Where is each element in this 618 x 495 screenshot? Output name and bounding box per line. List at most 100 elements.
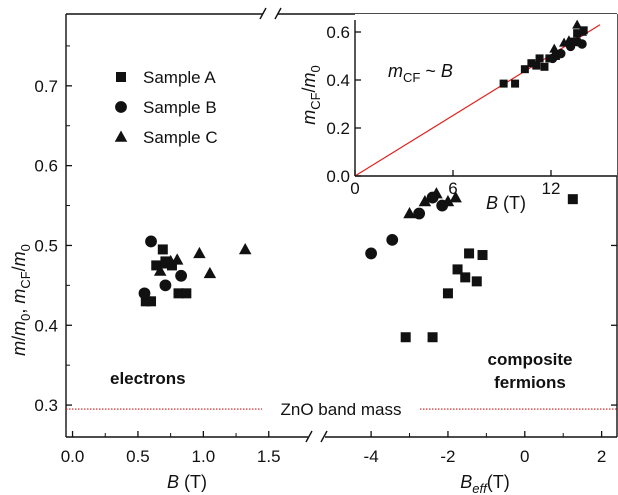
inset-x-tick-label: 0 <box>350 179 359 198</box>
legend-marker-circle <box>115 101 127 113</box>
y-axis-label: m/m0, mCF/m0 <box>9 244 33 356</box>
data-point <box>441 195 455 207</box>
x-tick-label: 1.5 <box>257 447 281 466</box>
data-point <box>430 187 443 199</box>
y-tick-label: 0.3 <box>34 396 58 415</box>
inset-ticks: 0 6 12 0.0 0.2 0.4 0.6 <box>326 23 560 198</box>
inset-data-point <box>577 39 587 49</box>
data-point <box>203 266 217 279</box>
data-point <box>173 288 184 299</box>
data-point <box>460 272 471 283</box>
data-point <box>403 207 416 219</box>
y-tick-label: 0.4 <box>34 316 58 335</box>
data-point <box>175 269 188 282</box>
legend-label: Sample C <box>143 128 218 147</box>
data-point <box>181 288 192 299</box>
data-point <box>386 233 399 246</box>
inset-points <box>499 19 588 88</box>
data-point <box>477 250 488 261</box>
inset-data-point <box>499 79 508 88</box>
inset-data-point <box>527 59 536 68</box>
x-tick-label: 2 <box>597 447 606 466</box>
y-tick-label: 0.6 <box>34 157 58 176</box>
inset-y-tick-label: 0.2 <box>326 119 350 138</box>
x-tick-label: 0 <box>520 447 529 466</box>
y-tick-label: 0.7 <box>34 77 58 96</box>
band-mass-label: ZnO band mass <box>281 400 402 419</box>
data-point <box>138 287 151 300</box>
x-tick-label: -4 <box>364 447 379 466</box>
data-point <box>471 276 482 287</box>
y-tick-label: 0.5 <box>34 236 58 255</box>
inset-data-point <box>568 36 579 46</box>
x-tick-label: 0.0 <box>61 447 85 466</box>
inset-data-point <box>520 65 529 74</box>
x-axis-label-right: Beff(T) <box>460 472 509 495</box>
composite-label-line1: composite <box>487 350 572 369</box>
x-ticks-right: -4 -2 0 2 <box>364 431 606 466</box>
inset-x-tick-label: 6 <box>448 179 457 198</box>
data-point <box>452 264 463 275</box>
inset-data-point <box>532 61 541 70</box>
data-point <box>365 247 378 260</box>
data-point <box>153 264 167 276</box>
svg-text:B (T): B (T) <box>486 193 526 213</box>
inset-x-tick-label: 12 <box>542 179 561 198</box>
inset-chart: 0 6 12 0.0 0.2 0.4 0.6 mCF ~ B B (T) mCF/m0 <box>299 14 617 213</box>
svg-text:mCF ~ B: mCF ~ B <box>388 61 453 85</box>
data-point <box>238 242 252 255</box>
data-point <box>442 288 453 299</box>
legend-marker-triangle <box>114 130 128 142</box>
data-point <box>427 332 438 343</box>
data-point <box>418 195 432 207</box>
inset-data-point <box>540 62 549 71</box>
inset-data-point <box>573 29 582 38</box>
data-point <box>146 296 157 307</box>
inset-data-point <box>547 53 558 64</box>
inset-data-point <box>535 54 544 63</box>
legend: Sample A Sample B Sample C <box>114 68 218 147</box>
inset-y-tick-label: 0.6 <box>326 23 350 42</box>
inset-data-point <box>577 26 588 36</box>
svg-text:Beff(T): Beff(T) <box>460 472 509 495</box>
axis-break-top <box>259 7 282 20</box>
inset-data-point <box>549 43 560 53</box>
electrons-label: electrons <box>110 369 186 388</box>
data-point <box>157 244 168 255</box>
x-tick-label: 0.5 <box>126 447 150 466</box>
data-point <box>464 248 475 259</box>
inset-data-point <box>572 19 583 29</box>
inset-y-tick-label: 0.4 <box>326 71 350 90</box>
data-point <box>413 207 426 220</box>
inset-y-label: mCF/m0 <box>299 65 323 125</box>
inset-annotation: mCF ~ B <box>388 61 453 85</box>
x-tick-label: 1.0 <box>192 447 216 466</box>
x-ticks-left: 0.0 0.5 1.0 1.5 <box>61 431 281 466</box>
svg-text:m/m0, mCF/m0: m/m0, mCF/m0 <box>9 244 33 356</box>
data-point <box>145 235 157 248</box>
svg-text:mCF/m0: mCF/m0 <box>299 65 323 125</box>
inset-y-tick-label: 0.0 <box>326 167 350 186</box>
y-ticks: 0.3 0.4 0.5 0.6 0.7 <box>34 45 617 415</box>
svg-text:B (T): B (T) <box>167 472 207 492</box>
x-tick-label: -2 <box>440 447 455 466</box>
inset-data-point <box>559 37 570 47</box>
band-mass-label-bg <box>262 400 420 419</box>
legend-label: Sample A <box>143 68 216 87</box>
axis-break-bottom <box>305 430 328 443</box>
data-point <box>151 260 162 271</box>
legend-marker-square <box>116 72 126 82</box>
data-point <box>193 246 206 259</box>
inset-x-label: B (T) <box>486 193 526 213</box>
data-point <box>140 296 151 307</box>
data-point <box>159 279 172 292</box>
data-point <box>567 194 578 205</box>
data-point <box>170 253 184 265</box>
data-point <box>449 191 462 203</box>
x-axis-label-left: B (T) <box>167 472 207 492</box>
data-point <box>400 332 411 343</box>
inset-data-point <box>511 79 520 88</box>
composite-label-line2: fermions <box>494 373 566 392</box>
legend-label: Sample B <box>143 98 217 117</box>
